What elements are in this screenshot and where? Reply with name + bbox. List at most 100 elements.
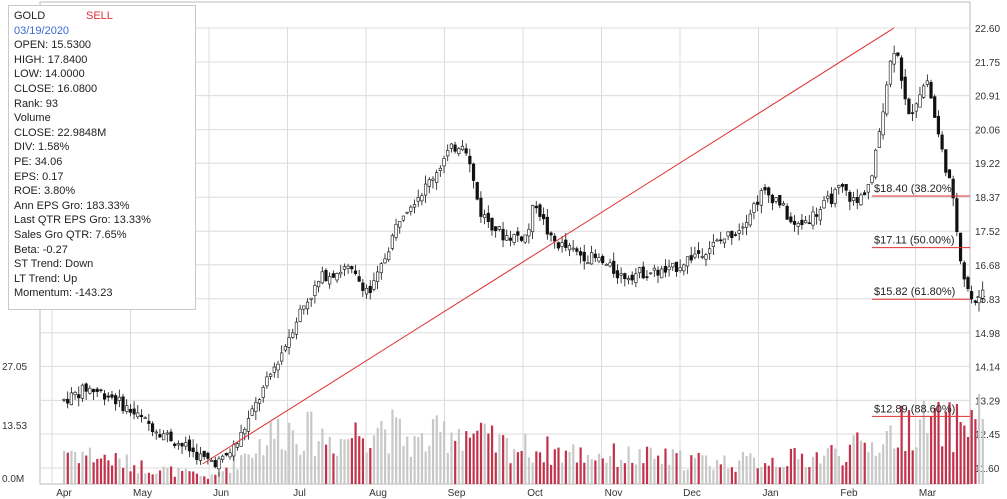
candle-body: [261, 387, 265, 398]
candle-body: [656, 269, 660, 276]
candle-body: [800, 219, 804, 226]
volume-bar: [217, 472, 221, 484]
volume-bar: [395, 417, 398, 484]
trend-line: [202, 27, 895, 465]
volume-bar: [653, 458, 656, 484]
volume-bar: [151, 474, 154, 484]
candle-body: [575, 248, 579, 252]
candle-body: [756, 201, 760, 205]
volume-bar: [280, 449, 283, 484]
candle-body: [102, 393, 107, 400]
volume-bar: [221, 471, 224, 484]
volume-bar: [627, 446, 630, 484]
stat-row: LT Trend: Up: [14, 272, 78, 285]
volume-bar: [760, 466, 763, 484]
volume-bar: [203, 476, 206, 484]
volume-bar: [716, 459, 719, 484]
price-tick-label: 14.98: [975, 329, 1000, 340]
volume-bar: [837, 456, 840, 484]
candle-body: [213, 460, 217, 468]
stat-row: DIV: 1.58%: [14, 141, 70, 154]
volume-bar: [420, 433, 424, 484]
candle-body: [910, 112, 915, 114]
month-label: Feb: [840, 488, 858, 499]
volume-bar: [538, 452, 542, 484]
volume-bar: [797, 459, 800, 484]
candle-body: [977, 296, 981, 304]
candle-body: [545, 216, 549, 235]
volume-bar: [365, 452, 368, 484]
candle-body: [309, 297, 313, 300]
candle-body: [209, 460, 214, 462]
stat-row: LOW: 14.0000: [14, 68, 85, 81]
volume-bar: [826, 448, 829, 484]
volume-bar: [664, 448, 667, 484]
volume-bar: [140, 460, 143, 484]
candle-body: [339, 271, 343, 275]
volume-bar: [443, 421, 446, 484]
volume-bar: [679, 450, 682, 484]
volume-bar: [468, 437, 472, 484]
candle-body: [195, 451, 199, 460]
candle-body: [77, 394, 81, 399]
candle-body: [176, 443, 180, 446]
candle-body: [763, 187, 767, 191]
candle-body: [560, 242, 564, 247]
candle-body: [855, 197, 859, 203]
candle-body: [892, 52, 896, 65]
volume-bar: [409, 456, 413, 484]
candle-body: [298, 308, 302, 322]
volume-bar: [199, 475, 202, 484]
volume-bar: [70, 450, 73, 484]
volume-bar: [856, 432, 859, 484]
candle-body: [224, 453, 228, 456]
candle-body: [597, 257, 601, 262]
fib-level-label: $17.11 (50.00%): [874, 235, 955, 247]
volume-bar: [686, 469, 689, 484]
candle-body: [903, 76, 907, 100]
candle-body: [752, 203, 756, 213]
volume-bar: [704, 455, 708, 484]
price-tick-label: 14.14: [975, 362, 1000, 373]
stat-row: Volume: [14, 112, 51, 125]
volume-bar: [819, 463, 822, 484]
volume-bar: [642, 463, 645, 484]
candle-body: [645, 276, 649, 278]
candle-body: [88, 387, 92, 394]
candle-body: [136, 412, 140, 418]
candle-body: [398, 221, 402, 228]
candle-body: [405, 211, 409, 214]
month-label: Aug: [369, 488, 387, 499]
candle-body: [198, 453, 203, 461]
volume-bar: [284, 450, 287, 484]
candle-body: [962, 262, 966, 280]
candle-body: [121, 396, 125, 412]
candle-body: [269, 373, 273, 377]
candle-body: [453, 144, 457, 152]
volume-bar: [188, 471, 191, 484]
candle-body: [132, 408, 136, 415]
candle-body: [110, 394, 114, 398]
candle-body: [674, 261, 679, 272]
info-panel: GOLD SELL 03/19/2020 OPEN: 15.5300 HIGH: 1…: [8, 5, 196, 310]
candle-body: [117, 396, 121, 401]
candle-body: [623, 273, 627, 280]
candle-body: [106, 395, 110, 398]
candle-body: [114, 395, 118, 405]
volume-bar: [579, 447, 582, 484]
volume-bar: [645, 446, 649, 484]
volume-bar: [675, 453, 678, 484]
volume-bar: [616, 467, 619, 484]
candle-body: [246, 418, 251, 432]
volume-bar: [302, 450, 306, 484]
candle-body: [331, 273, 335, 278]
volume-bar: [236, 469, 239, 484]
candle-body: [235, 443, 240, 448]
candle-body: [715, 239, 719, 242]
month-label: Jul: [293, 488, 306, 499]
price-tick-label: 15.83: [975, 295, 1000, 306]
volume-bar: [682, 470, 686, 484]
candle-body: [641, 266, 645, 279]
stat-row: Ann EPS Gro: 183.33%: [14, 199, 130, 212]
volume-bar: [317, 441, 320, 484]
